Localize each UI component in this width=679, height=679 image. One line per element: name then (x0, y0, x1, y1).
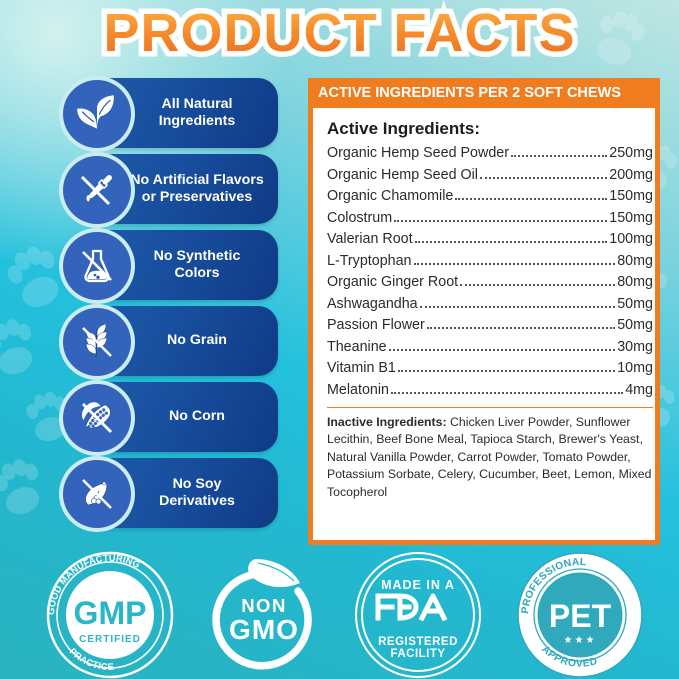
svg-text:FACILITY: FACILITY (390, 648, 445, 660)
svg-text:REGISTERED: REGISTERED (378, 636, 458, 648)
svg-text:CERTIFIED: CERTIFIED (79, 634, 141, 645)
svg-text:★: ★ (537, 608, 548, 622)
svg-text:MADE IN A: MADE IN A (381, 578, 455, 592)
svg-text:★★★: ★★★ (564, 635, 597, 646)
svg-text:GMP: GMP (74, 595, 147, 631)
svg-text:PET: PET (549, 598, 612, 634)
svg-text:★: ★ (613, 608, 624, 622)
svg-text:NON: NON (241, 595, 287, 616)
svg-text:GMO: GMO (229, 614, 299, 645)
